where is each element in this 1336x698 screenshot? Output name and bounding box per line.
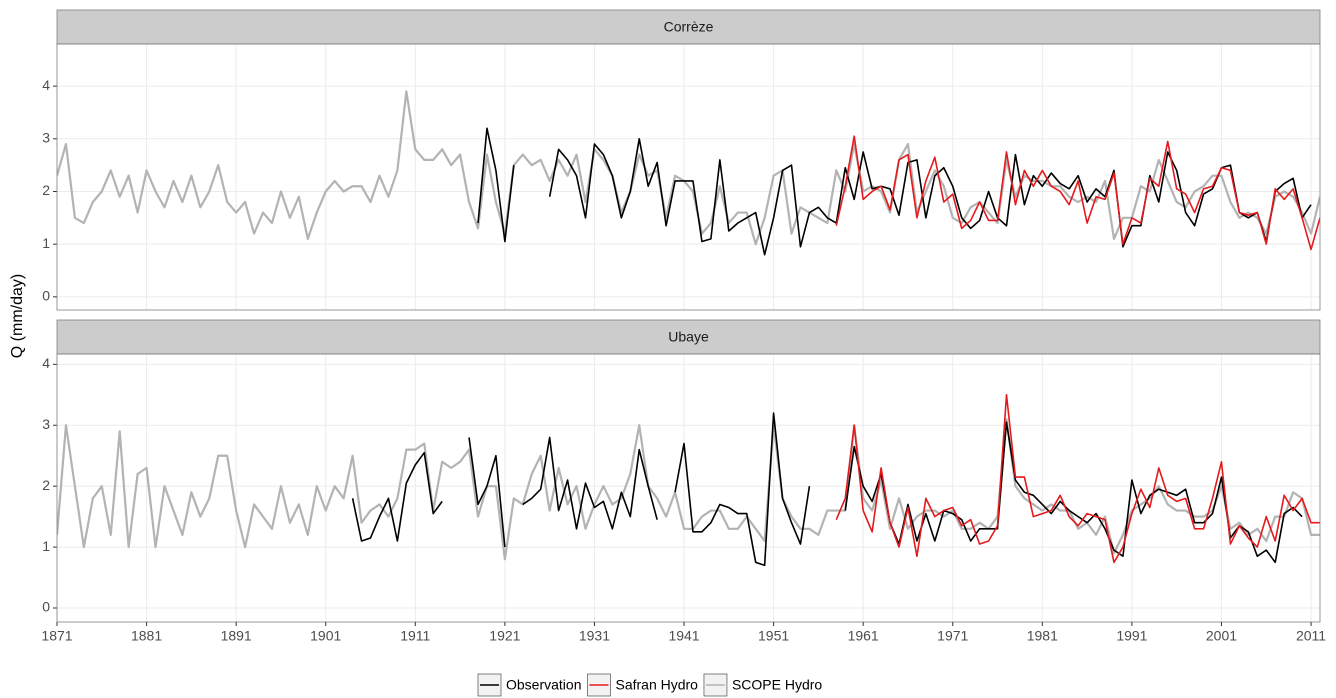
legend-label: Safran Hydro — [615, 677, 698, 693]
series-line — [835, 135, 1320, 251]
y-tick-label: 0 — [42, 288, 50, 304]
x-tick-label: 1871 — [41, 628, 72, 644]
x-tick-label: 1891 — [221, 628, 252, 644]
series-line — [835, 394, 1320, 564]
x-tick-label: 1981 — [1027, 628, 1058, 644]
legend-label: Observation — [506, 677, 581, 693]
strip-label: Ubaye — [668, 329, 709, 345]
panel-border — [56, 43, 1321, 311]
series-lines — [57, 90, 1320, 256]
strip-label: Corrèze — [664, 19, 714, 35]
x-tick-label: 1991 — [1116, 628, 1147, 644]
legend-label: SCOPE Hydro — [732, 677, 822, 693]
series-line — [57, 418, 1320, 561]
x-tick-label: 2001 — [1206, 628, 1237, 644]
y-tick-label: 3 — [42, 416, 50, 432]
panel-border — [56, 353, 1321, 623]
y-tick-label: 0 — [42, 599, 50, 615]
y-tick-label: 2 — [42, 182, 50, 198]
y-tick-label: 2 — [42, 477, 50, 493]
x-tick-label: 1951 — [758, 628, 789, 644]
y-tick-label: 1 — [42, 538, 50, 554]
x-tick-label: 1961 — [848, 628, 879, 644]
panel-background — [57, 44, 1320, 310]
strip — [56, 9, 1321, 45]
x-tick-label: 1921 — [489, 628, 520, 644]
strip — [56, 319, 1321, 355]
series-lines — [57, 394, 1320, 567]
x-tick-label: 1971 — [937, 628, 968, 644]
y-axis-title: Q (mm/day) — [9, 274, 26, 358]
x-tick-label: 1881 — [131, 628, 162, 644]
x-tick-label: 1901 — [310, 628, 341, 644]
series-line — [57, 90, 1320, 246]
y-tick-label: 1 — [42, 235, 50, 251]
y-tick-label: 3 — [42, 130, 50, 146]
y-tick-label: 4 — [42, 355, 50, 371]
x-tick-label: 1931 — [579, 628, 610, 644]
y-tick-label: 4 — [42, 77, 50, 93]
series-line — [477, 127, 1312, 256]
x-tick-label: 1911 — [400, 628, 430, 644]
x-tick-label: 2011 — [1296, 628, 1326, 644]
x-tick-label: 1941 — [668, 628, 699, 644]
series-line — [351, 412, 1303, 567]
